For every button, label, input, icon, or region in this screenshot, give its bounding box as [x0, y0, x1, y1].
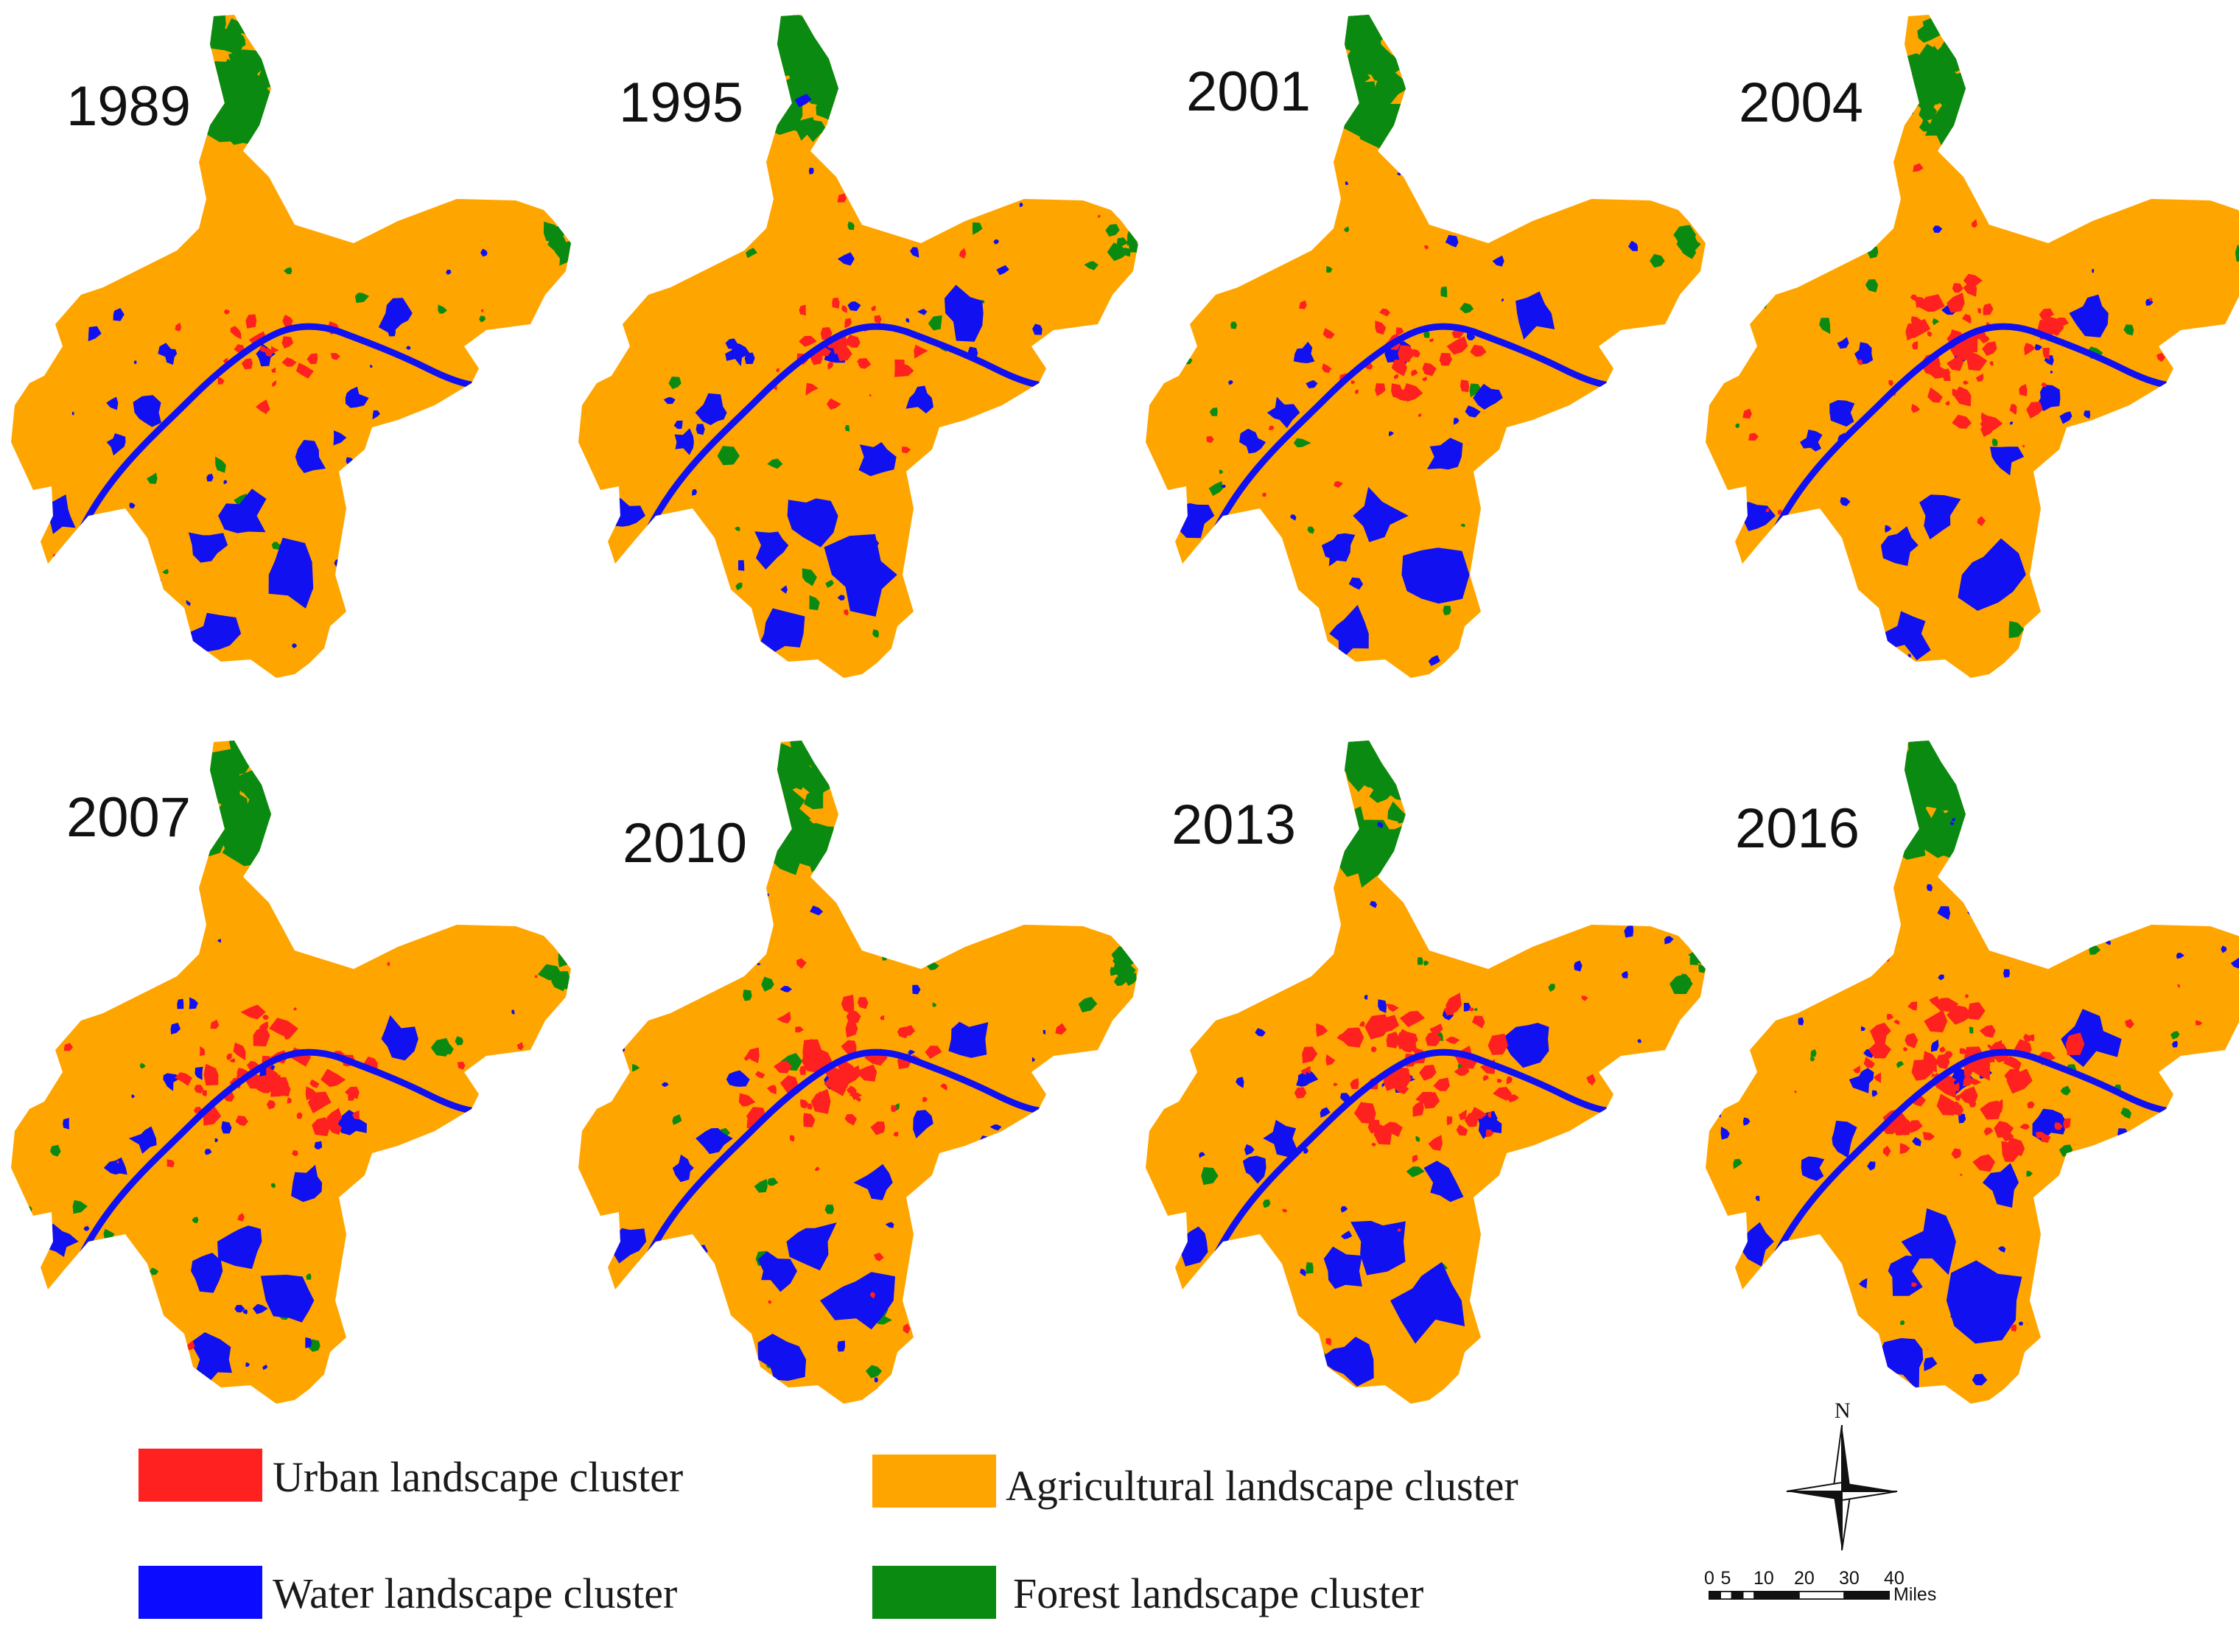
scale-tick-0: 0	[1704, 1568, 1714, 1589]
scale-tick-10: 10	[1753, 1568, 1774, 1589]
year-label-2010: 2010	[623, 812, 747, 875]
agricultural-area	[578, 15, 1138, 678]
river	[1772, 323, 2207, 534]
map-panel-1995: 1995	[578, 15, 1138, 678]
urban-cluster	[52, 209, 484, 558]
water-cluster	[1157, 158, 1667, 666]
legend-swatch-2	[139, 1566, 262, 1619]
water-cluster	[1737, 167, 2236, 661]
scale-segment	[1843, 1591, 1890, 1600]
river	[1212, 1049, 1647, 1260]
legend: Urban landscape cluster Agricultural land…	[139, 1449, 1518, 1619]
river	[645, 323, 1079, 534]
map-panel-2001: 2001	[1146, 15, 1706, 678]
legend-label-1: Agricultural landscape cluster	[1006, 1462, 1518, 1510]
river	[1772, 1049, 2207, 1260]
year-label-2016: 2016	[1735, 797, 1860, 860]
scale-segment	[1753, 1591, 1800, 1600]
river	[77, 323, 512, 534]
legend-swatch-3	[872, 1566, 996, 1619]
north-arrow-point-n	[1842, 1425, 1851, 1491]
scale-segment	[1709, 1591, 1721, 1600]
river	[645, 1049, 1079, 1260]
maps-grid: 1989 1995 2001 2004 2007 2010 2013 2016	[11, 15, 2239, 1404]
map-panel-2007: 2007	[11, 741, 571, 1404]
year-label-2013: 2013	[1171, 794, 1296, 856]
river	[77, 1049, 512, 1260]
scale-tick-30: 30	[1839, 1568, 1860, 1589]
map-panel-2010: 2010	[578, 741, 1138, 1404]
legend-label-0: Urban landscape cluster	[273, 1453, 683, 1501]
north-arrow: N	[1786, 1399, 1898, 1551]
scale-tick-40: 40	[1884, 1568, 1905, 1589]
year-label-2004: 2004	[1739, 71, 1863, 134]
urban-cluster	[1742, 163, 2165, 629]
scale-segment	[1720, 1591, 1733, 1600]
scale-tick-5: 5	[1721, 1568, 1731, 1589]
scale-segment	[1742, 1591, 1755, 1600]
year-label-2007: 2007	[66, 786, 191, 849]
scale-unit: Miles	[1893, 1584, 1936, 1605]
legend-swatch-1	[872, 1455, 996, 1508]
legend-label-2: Water landscape cluster	[273, 1569, 677, 1617]
urban-cluster	[1188, 888, 1680, 1346]
year-label-1989: 1989	[66, 75, 191, 138]
legend-swatch-0	[139, 1449, 262, 1502]
year-label-2001: 2001	[1186, 60, 1311, 123]
map-panel-2016: 2016	[1706, 741, 2239, 1404]
legend-label-3: Forest landscape cluster	[1013, 1569, 1423, 1617]
map-panel-1989: 1989	[11, 15, 571, 678]
year-label-1995: 1995	[619, 71, 743, 134]
river	[1212, 323, 1647, 534]
scale-segment	[1798, 1591, 1845, 1600]
map-panel-2013: 2013	[1146, 741, 1706, 1404]
scale-segment	[1731, 1591, 1744, 1600]
agricultural-area	[11, 741, 571, 1404]
map-panel-2004: 2004	[1706, 15, 2239, 678]
water-cluster	[15, 816, 545, 1387]
agricultural-area	[11, 15, 571, 678]
north-label: N	[1835, 1399, 1851, 1423]
scale-tick-20: 20	[1794, 1568, 1815, 1589]
agricultural-area	[1146, 15, 1706, 678]
